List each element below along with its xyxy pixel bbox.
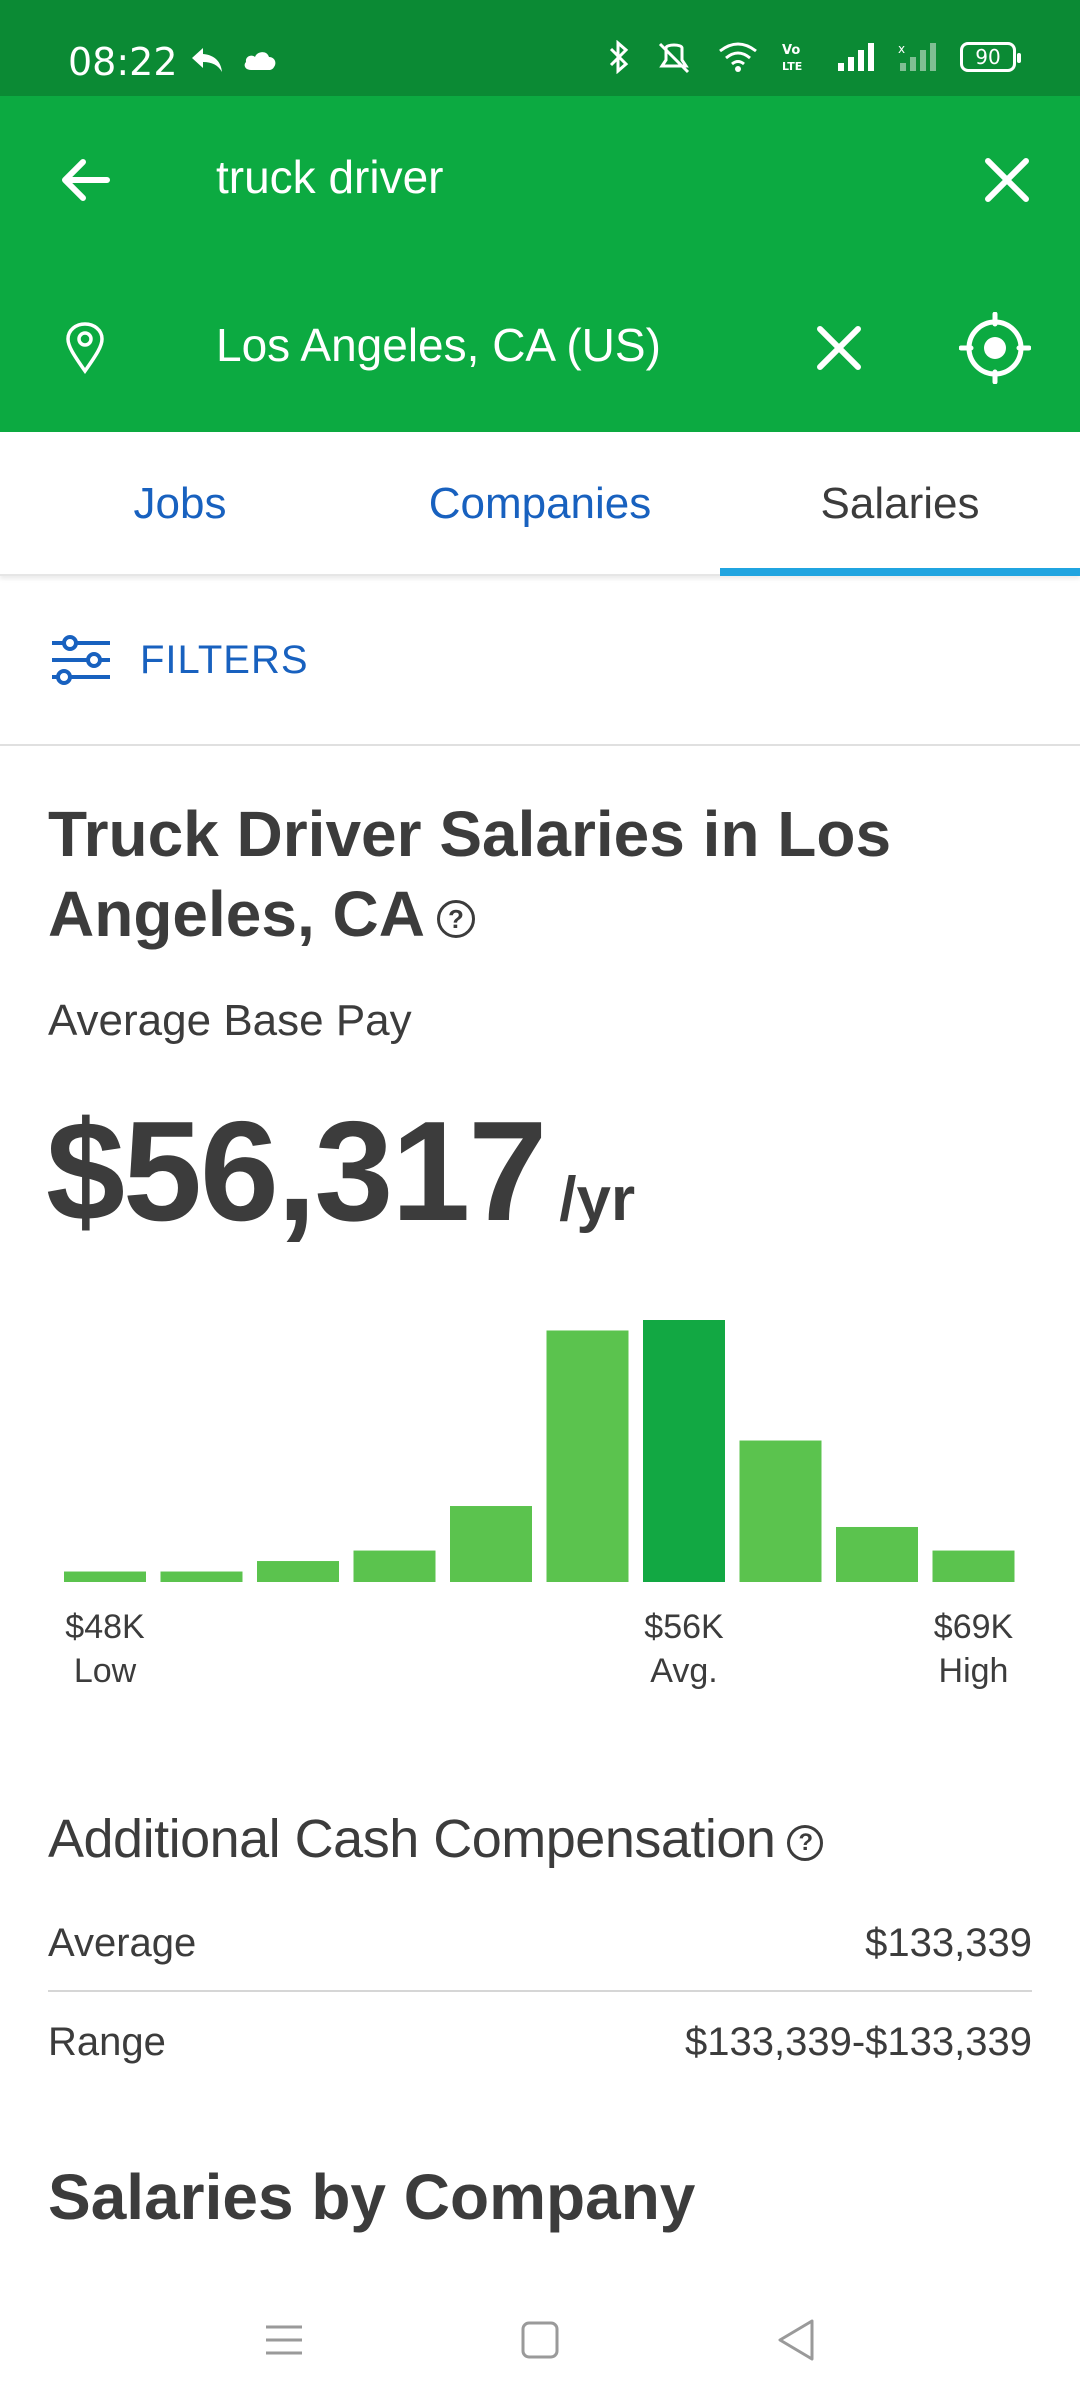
- help-icon[interactable]: ?: [787, 1824, 824, 1861]
- divider: [0, 744, 1080, 746]
- histogram-label-caption: Low: [73, 1652, 137, 1690]
- menu-icon: [266, 2325, 302, 2355]
- status-notification-icons: [190, 46, 278, 74]
- histogram-label: $56K Avg.: [604, 1605, 764, 1693]
- close-icon: [817, 326, 861, 370]
- comp-range-label: Range: [48, 2019, 166, 2064]
- histogram-bar: [546, 1330, 629, 1582]
- additional-comp-title: Additional Cash Compensation?: [48, 1808, 824, 1870]
- histogram-label-caption: High: [938, 1652, 1009, 1690]
- location-pin: [40, 303, 130, 393]
- current-location-button[interactable]: [950, 303, 1040, 393]
- histogram-label-value: $48K: [65, 1608, 145, 1646]
- menu-button[interactable]: [254, 2310, 314, 2370]
- svg-text:x: x: [898, 42, 905, 56]
- svg-text:LTE: LTE: [782, 60, 802, 73]
- volte-icon: Vo LTE: [782, 43, 802, 73]
- histogram-bar: [160, 1571, 243, 1582]
- histogram-label-caption: Avg.: [650, 1652, 718, 1690]
- average-pay: $56,317 /yr: [46, 1090, 635, 1254]
- histogram-bar: [932, 1550, 1015, 1582]
- histogram-bar: [450, 1506, 532, 1582]
- tab-companies[interactable]: Companies: [428, 479, 652, 528]
- average-base-pay-label: Average Base Pay: [48, 996, 412, 1045]
- tab-indicator: [720, 568, 1080, 576]
- clear-query-button[interactable]: [962, 135, 1052, 225]
- help-icon[interactable]: ?: [436, 900, 475, 939]
- reply-icon: [192, 48, 222, 72]
- tab-salaries[interactable]: Salaries: [820, 479, 980, 528]
- pay-unit: /yr: [559, 1165, 636, 1234]
- comp-average-row: Average $133,339: [48, 1896, 1032, 1992]
- mute-icon: [658, 42, 690, 74]
- salary-histogram: $48K Low $56K Avg. $69K High: [0, 1300, 1080, 1700]
- comp-average-label: Average: [48, 1920, 197, 1965]
- comp-average-value: $133,339: [865, 1920, 1032, 1965]
- histogram-bar: [643, 1320, 725, 1582]
- crosshair-icon: [959, 312, 1031, 384]
- page-title-text: Truck Driver Salaries in Los Angeles, CA: [48, 798, 892, 950]
- cloud-icon: [244, 52, 276, 70]
- battery-icon: 90: [960, 42, 1021, 72]
- histogram-bar: [836, 1526, 918, 1582]
- svg-text:Vo: Vo: [782, 43, 800, 58]
- histogram-bar: [739, 1440, 822, 1582]
- comp-range-row: Range $133,339-$133,339: [48, 1994, 1032, 2090]
- histogram-label-value: $56K: [644, 1608, 724, 1646]
- page-title: Truck Driver Salaries in Los Angeles, CA…: [48, 794, 1008, 954]
- filters-button[interactable]: FILTERS: [50, 624, 309, 696]
- location-row: Los Angeles, CA (US): [0, 288, 1080, 408]
- histogram-label: $69K High: [894, 1605, 1054, 1693]
- additional-comp-title-text: Additional Cash Compensation: [48, 1809, 776, 1869]
- query-row: truck driver: [0, 120, 1080, 240]
- status-bar: 08:22 Vo LTE x 90: [0, 0, 1080, 96]
- histogram-bar: [257, 1561, 339, 1582]
- comp-range-value: $133,339-$133,339: [685, 2019, 1032, 2064]
- tab-jobs[interactable]: Jobs: [133, 479, 227, 528]
- signal-weak-icon: x: [898, 42, 936, 71]
- status-system-icons: Vo LTE x 90: [608, 40, 1021, 74]
- salaries-by-company-title: Salaries by Company: [48, 2161, 696, 2233]
- search-query-input[interactable]: truck driver: [216, 151, 444, 203]
- search-header: [0, 96, 1080, 432]
- histogram-label-value: $69K: [933, 1608, 1014, 1646]
- system-nav-bar: [0, 2280, 1080, 2400]
- status-time: 08:22: [68, 40, 178, 84]
- back-button[interactable]: [40, 135, 130, 225]
- histogram-bar: [353, 1550, 436, 1582]
- sliders-icon: [52, 635, 110, 685]
- wifi-icon: [719, 42, 757, 72]
- back-nav-button[interactable]: [766, 2310, 826, 2370]
- bluetooth-icon: [609, 40, 629, 74]
- signal-icon: [838, 43, 874, 71]
- arrow-left-icon: [62, 159, 110, 201]
- clear-location-button[interactable]: [794, 303, 884, 393]
- filters-label: FILTERS: [140, 637, 309, 682]
- location-pin-icon: [66, 322, 104, 374]
- tab-bar: Jobs Companies Salaries: [0, 432, 1080, 576]
- square-icon: [521, 2321, 559, 2359]
- close-icon: [985, 158, 1029, 202]
- triangle-back-icon: [778, 2319, 814, 2361]
- location-input[interactable]: Los Angeles, CA (US): [216, 319, 661, 371]
- histogram-svg: [64, 1320, 1015, 1582]
- histogram-bar: [64, 1571, 146, 1582]
- pay-amount: $56,317: [46, 1092, 547, 1251]
- home-button[interactable]: [510, 2310, 570, 2370]
- histogram-label: $48K Low: [25, 1605, 185, 1693]
